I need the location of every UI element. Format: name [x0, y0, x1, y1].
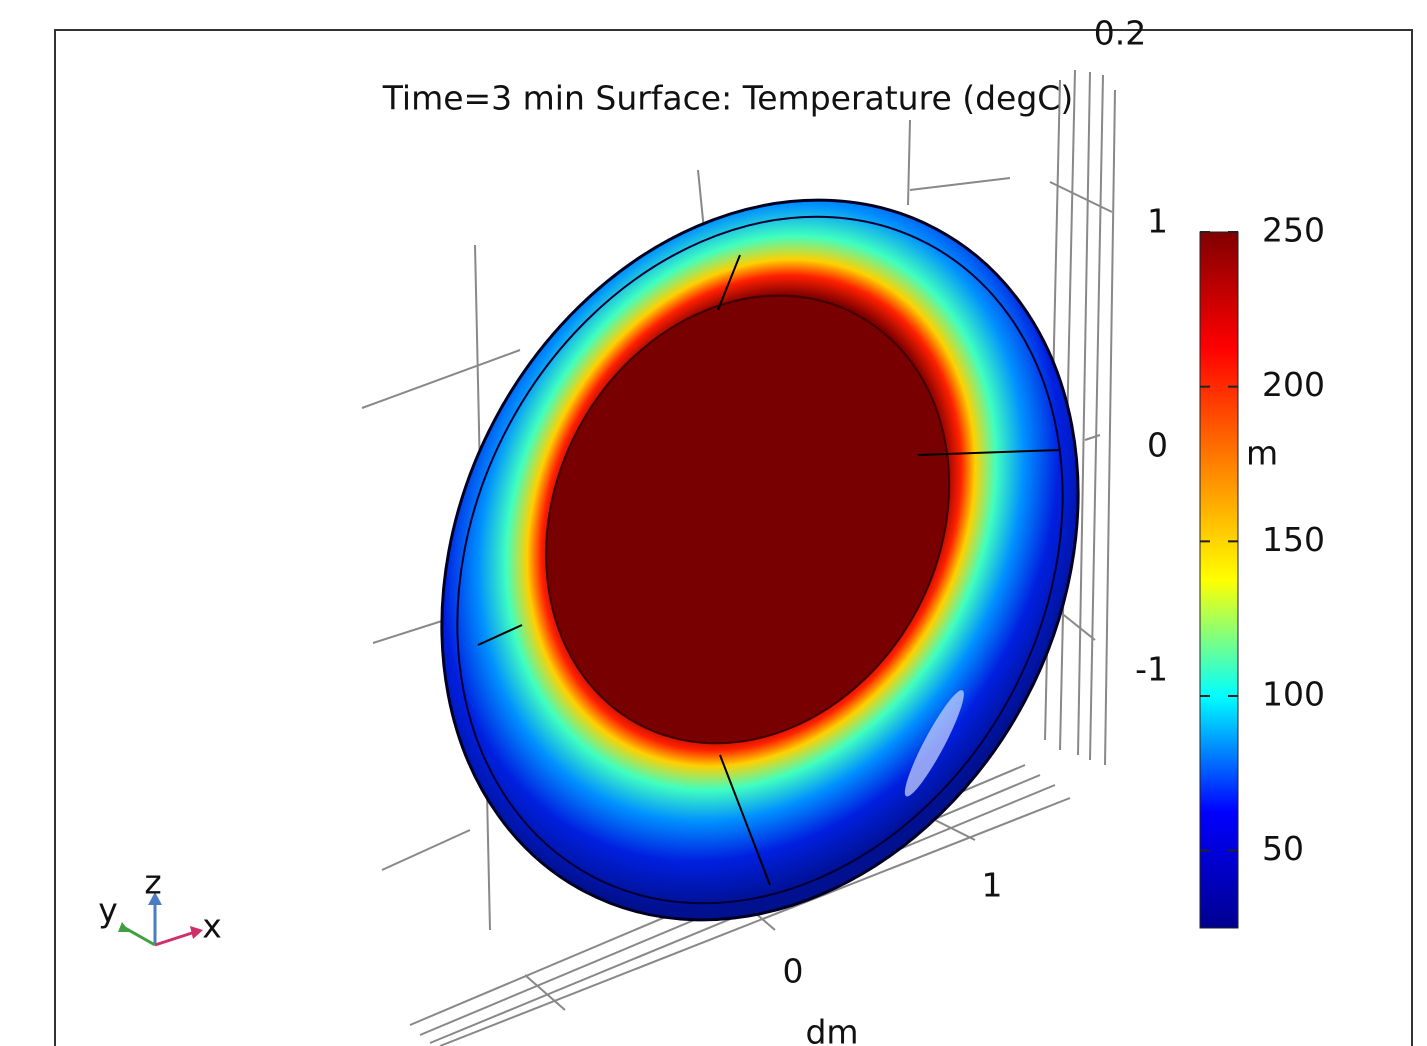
z-tick-label: -1 — [1135, 650, 1168, 689]
triad-label: y — [98, 891, 118, 930]
x-tick-label: 1 — [982, 866, 1003, 905]
triad-label: z — [144, 863, 161, 902]
triad: z x y — [98, 863, 222, 947]
colorbar-tick-label: 200 — [1262, 365, 1325, 404]
colorbar-tick-label: 50 — [1262, 829, 1304, 868]
plot-title: Time=3 min Surface: Temperature (degC) — [382, 79, 1073, 118]
x-axis-label: dm — [805, 1013, 858, 1046]
triad-label: x — [202, 907, 222, 946]
z-tick-label: 0 — [1147, 426, 1168, 465]
edge — [477, 254, 1061, 886]
colorbar-tick-label: 100 — [1262, 675, 1325, 714]
colorbar — [1199, 231, 1239, 929]
colorbar-tick-label: 150 — [1262, 520, 1325, 559]
x-tick-label: 0 — [783, 952, 804, 991]
colorbar-tick-label: 250 — [1262, 211, 1325, 250]
z-axis-label: m — [1246, 434, 1278, 473]
y-tick-label: 0.2 — [1094, 14, 1146, 53]
z-tick-label: 1 — [1147, 202, 1168, 241]
disk — [440, 198, 1080, 922]
